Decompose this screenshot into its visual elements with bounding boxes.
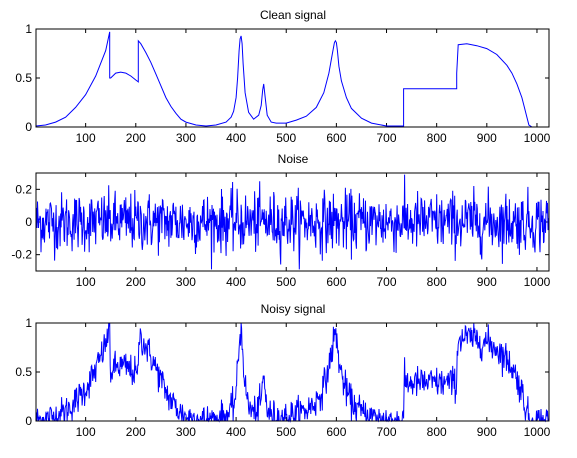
y-tick-label-clean-signal: 1 (25, 22, 32, 36)
axes-box-clean-signal (35, 28, 550, 128)
y-tick-label-noisy-signal: 0.5 (15, 365, 32, 379)
x-tick-label-noisy-signal: 900 (477, 425, 497, 439)
y-tick-label-clean-signal: 0.5 (15, 71, 32, 85)
x-tick-label-noise: 300 (176, 275, 196, 289)
x-tick-label-noise: 500 (276, 275, 296, 289)
x-tick-label-noisy-signal: 500 (276, 425, 296, 439)
x-tick-label-noise: 100 (76, 275, 96, 289)
x-tick-label-noisy-signal: 700 (377, 425, 397, 439)
subplot-title-clean-signal: Clean signal (260, 8, 326, 22)
axes-box-noise (35, 172, 550, 272)
x-tick-label-clean-signal: 200 (126, 131, 146, 145)
x-tick-label-noisy-signal: 800 (427, 425, 447, 439)
x-tick-label-noise: 600 (326, 275, 346, 289)
clean-signal-line (35, 31, 549, 128)
subplot-title-noisy-signal: Noisy signal (261, 302, 326, 316)
axis-ticks-noise: 100 200 300 400 500 600 700 800 900 1000 -0.2 0 0.2 (11, 173, 551, 289)
y-tick-label-noise: 0.2 (15, 182, 32, 196)
x-tick-label-noisy-signal: 200 (126, 425, 146, 439)
y-tick-label-clean-signal: 0 (25, 120, 32, 134)
x-tick-label-noisy-signal: 1000 (524, 425, 551, 439)
x-tick-label-noisy-signal: 400 (226, 425, 246, 439)
y-tick-label-noise: 0 (25, 215, 32, 229)
x-tick-label-noise: 200 (126, 275, 146, 289)
x-tick-label-noise: 1000 (524, 275, 551, 289)
x-tick-label-clean-signal: 800 (427, 131, 447, 145)
x-tick-label-clean-signal: 900 (477, 131, 497, 145)
x-tick-label-clean-signal: 100 (76, 131, 96, 145)
subplot-title-noise: Noise (278, 152, 309, 166)
x-tick-label-clean-signal: 300 (176, 131, 196, 145)
y-tick-label-noisy-signal: 1 (25, 316, 32, 330)
x-tick-label-noisy-signal: 600 (326, 425, 346, 439)
y-tick-label-noisy-signal: 0 (25, 414, 32, 428)
axes-box-noisy-signal (35, 322, 550, 422)
x-tick-label-clean-signal: 1000 (524, 131, 551, 145)
x-tick-label-noisy-signal: 300 (176, 425, 196, 439)
x-tick-label-noise: 700 (377, 275, 397, 289)
x-tick-label-noisy-signal: 100 (76, 425, 96, 439)
subplot-noise: Noise 100 200 300 400 500 600 700 800 900 1000 -0.… (11, 152, 550, 289)
x-tick-label-clean-signal: 500 (276, 131, 296, 145)
x-tick-label-clean-signal: 700 (377, 131, 397, 145)
subplot-noisy-signal: Noisy signal 100 200 300 400 500 600 700 800 900… (15, 302, 550, 439)
axis-ticks-clean-signal: 100 200 300 400 500 600 700 800 900 1000 0 0.5 1 (15, 22, 550, 145)
x-tick-label-clean-signal: 400 (226, 131, 246, 145)
noisy-signal-line (35, 322, 550, 423)
x-tick-label-noise: 400 (226, 275, 246, 289)
y-tick-label-noise: -0.2 (11, 248, 32, 262)
x-tick-label-clean-signal: 600 (326, 131, 346, 145)
x-tick-label-noise: 800 (427, 275, 447, 289)
noise-line (35, 174, 550, 270)
subplot-clean-signal: Clean signal 100 200 300 400 500 600 700 800 900… (15, 8, 550, 145)
x-tick-label-noise: 900 (477, 275, 497, 289)
